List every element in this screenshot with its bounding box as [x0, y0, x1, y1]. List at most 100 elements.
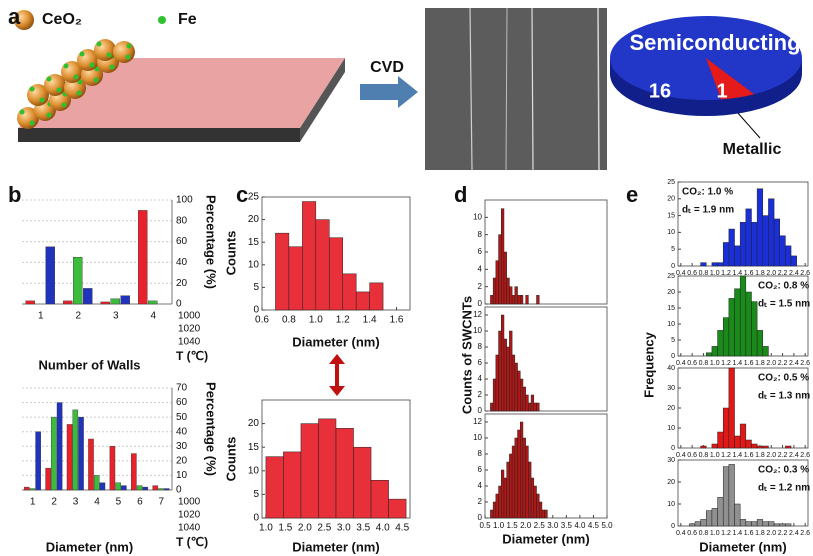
histogram-bar	[700, 519, 707, 527]
x-tick-label: 1.6	[390, 315, 404, 326]
y-tick-label: 10	[667, 229, 675, 236]
histogram-bar	[522, 386, 526, 412]
y-tick-label: 10	[176, 470, 188, 481]
x-tick-label: 2.2	[778, 360, 788, 367]
histogram-bar	[785, 445, 792, 449]
fe-particle	[46, 112, 52, 118]
x-tick-label: 1.0	[710, 360, 720, 367]
x-tick-label: 1.8	[755, 452, 765, 459]
histogram-bar	[492, 501, 497, 519]
bar	[163, 488, 170, 491]
histogram-bar	[745, 439, 752, 449]
x-tick-label: 1.2	[721, 270, 731, 277]
y-tick-label: 0	[478, 406, 483, 415]
x-tick-label: 1.4	[732, 270, 742, 277]
y-tick-label: 12	[473, 310, 482, 319]
histogram-bar	[498, 485, 502, 519]
legend-label: 1040	[178, 337, 201, 348]
x-tick-label: 0.5	[479, 521, 491, 530]
y-tick-label: 5	[671, 246, 675, 253]
histogram-bar	[519, 378, 524, 412]
bar	[83, 288, 93, 305]
x-tick-label: 2.5	[317, 523, 331, 534]
histogram-bar	[329, 237, 343, 311]
histogram-bar	[506, 277, 510, 305]
sem-image	[425, 7, 607, 171]
histogram-bar	[509, 286, 513, 305]
histogram-bar	[722, 242, 730, 267]
histogram-bar	[318, 418, 337, 519]
x-tick-label: 3	[73, 497, 79, 508]
x-axis-label: Number of Walls	[38, 357, 140, 372]
x-tick-label: 2.0	[298, 523, 312, 534]
histogram-bar	[388, 498, 407, 519]
fe-label: Fe	[178, 11, 197, 28]
y-tick-label: 50	[176, 412, 188, 423]
x-tick-label: 1.4	[363, 315, 377, 326]
fe-particle	[29, 86, 35, 92]
histogram-bar	[745, 208, 752, 267]
histogram-bar	[711, 508, 718, 527]
x-tick-label: 2.0	[766, 530, 776, 537]
bar	[152, 485, 159, 491]
y-tick-label: 8	[478, 230, 483, 239]
fe-particle	[76, 90, 82, 96]
x-tick-label: 2.6	[800, 530, 810, 537]
bar	[63, 300, 73, 305]
x-tick-label: 3.5	[356, 523, 370, 534]
x-tick-label: 0.4	[676, 452, 686, 459]
x-tick-label: 1.5	[278, 523, 292, 534]
histogram-bar	[528, 402, 532, 412]
bar	[72, 409, 79, 491]
x-tick-label: 1.2	[721, 360, 731, 367]
x-tick-label: 1.6	[744, 530, 754, 537]
y-tick-label: 20	[176, 455, 188, 466]
x-tick-label: 4.5	[395, 523, 409, 534]
x-axis-label: Diameter (nm)	[502, 531, 589, 546]
double-arrow	[329, 354, 345, 396]
histogram-bar	[762, 346, 769, 357]
x-tick-label: 2.2	[778, 530, 788, 537]
pie-label: Metallic	[723, 141, 782, 158]
histogram-bar	[275, 232, 290, 311]
histogram-bar	[511, 295, 516, 305]
bar	[35, 431, 41, 491]
panel-label: a	[8, 4, 21, 29]
histogram-bar	[302, 201, 317, 311]
histogram-bar	[717, 497, 724, 527]
annotation: dₜ = 1.9 nm	[682, 205, 734, 216]
histogram-bar	[751, 521, 758, 527]
x-tick-label: 2.2	[778, 452, 788, 459]
y-tick-label: 0	[176, 485, 182, 496]
histogram-bar	[517, 295, 521, 305]
fe-particle	[89, 62, 95, 68]
histogram-bar	[370, 479, 389, 519]
histogram-bar	[514, 437, 518, 519]
y-tick-label: 20	[667, 479, 675, 486]
y-tick-label: 60	[176, 236, 188, 247]
fe-particle	[63, 63, 69, 69]
histogram-bar	[756, 330, 764, 357]
x-tick-label: 2	[51, 497, 57, 508]
y-tick-label: 40	[176, 257, 188, 268]
histogram-bar	[785, 523, 792, 527]
histogram-bar	[717, 431, 724, 449]
y-tick-label: 20	[176, 278, 188, 289]
histogram-bar	[734, 245, 741, 267]
x-tick-label: 1.8	[755, 360, 765, 367]
bar	[110, 298, 120, 305]
histogram-bar	[525, 295, 529, 305]
fe-particle	[125, 54, 131, 60]
x-tick-label: 2.0	[766, 360, 776, 367]
x-tick-label: 3.5	[561, 521, 573, 530]
legend-label: 1040	[178, 523, 201, 534]
y-tick-label: 0	[478, 299, 483, 308]
bar	[138, 210, 148, 305]
histogram-bar	[722, 317, 730, 357]
y-tick-label: 2	[478, 497, 483, 506]
y-tick-label: 5	[253, 489, 259, 500]
x-tick-label: 0.6	[687, 270, 697, 277]
histogram-bar	[762, 215, 769, 267]
fe-particle	[39, 97, 45, 103]
histogram-bar	[751, 301, 758, 357]
